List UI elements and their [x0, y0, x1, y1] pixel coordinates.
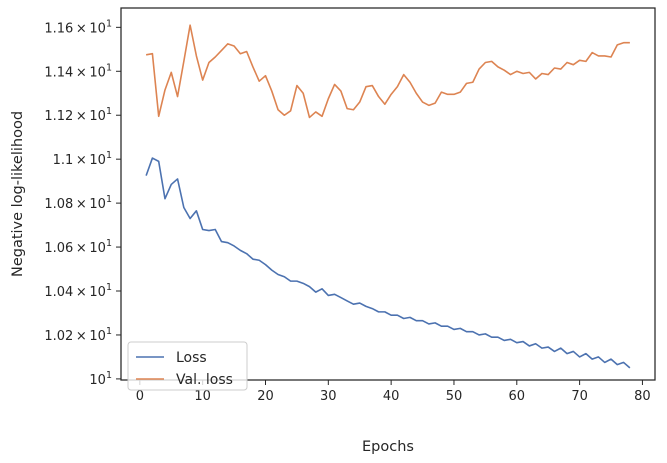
series-line-loss [145, 157, 631, 369]
x-tick-label: 10 [194, 389, 211, 404]
y-tick-label: 101 [89, 370, 112, 388]
legend-label-loss: Loss [176, 350, 207, 366]
plot-area-frame [120, 7, 656, 381]
x-axis-label: Epochs [362, 439, 414, 455]
x-tick-label: 80 [634, 389, 651, 404]
series-line-val-loss [145, 24, 630, 119]
x-tick-label: 50 [446, 389, 463, 404]
y-tick-label: 1.08 × 101 [44, 194, 112, 212]
y-tick-label: 1.14 × 101 [44, 62, 112, 80]
y-tick-label: 1.1 × 101 [53, 150, 112, 168]
y-tick-label: 1.16 × 101 [44, 18, 112, 36]
legend: Loss Val. loss [127, 341, 248, 391]
x-tick-label: 0 [136, 389, 144, 404]
x-tick-label: 30 [320, 389, 337, 404]
x-tick-label: 20 [257, 389, 274, 404]
x-tick-label: 40 [383, 389, 400, 404]
legend-box [127, 341, 248, 391]
y-tick-label: 1.06 × 101 [44, 238, 112, 256]
y-axis-ticks: 101 1.02 × 101 1.04 × 101 1.06 × 101 1.08 × … [44, 18, 121, 388]
x-tick-label: 70 [571, 389, 588, 404]
x-axis-ticks: 0 10 20 30 40 50 60 70 80 [136, 380, 651, 404]
legend-label-val-loss: Val. loss [176, 372, 233, 388]
x-tick-label: 60 [509, 389, 526, 404]
y-tick-label: 1.04 × 101 [44, 282, 112, 300]
series-lines [145, 24, 631, 369]
y-tick-label: 1.12 × 101 [44, 106, 112, 124]
y-tick-label: 1.02 × 101 [44, 326, 112, 344]
y-axis-label: Negative log-likelihood [10, 111, 26, 277]
